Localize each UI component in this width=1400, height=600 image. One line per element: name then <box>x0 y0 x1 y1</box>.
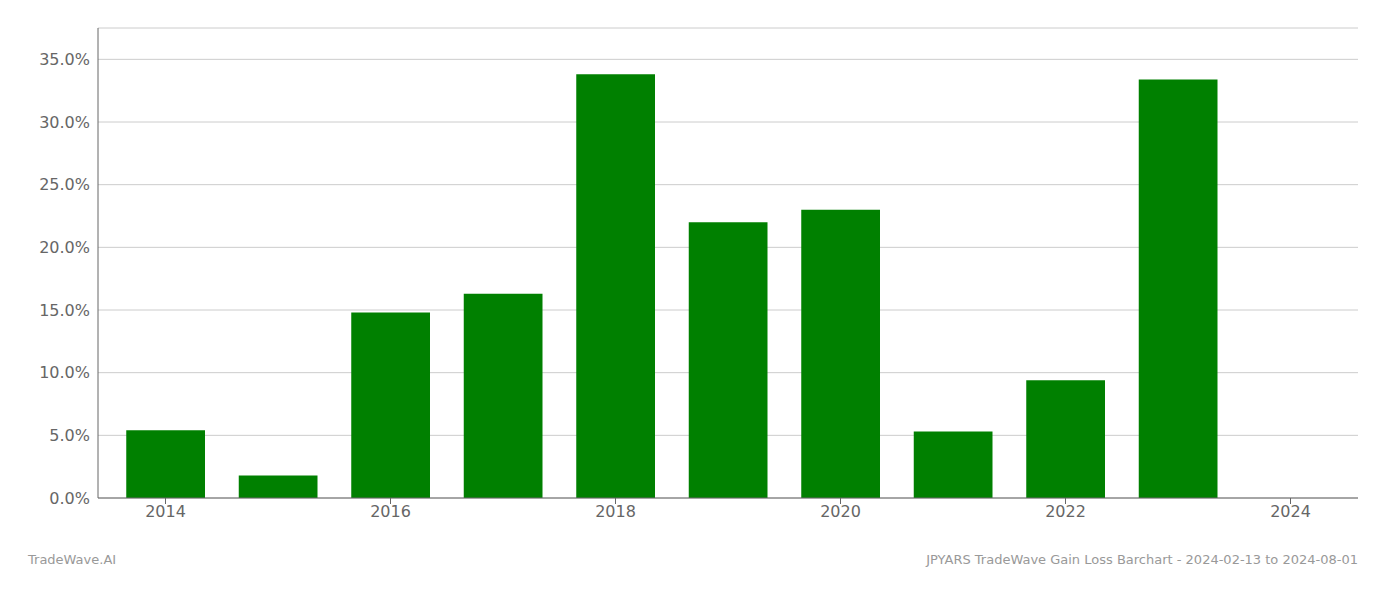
svg-text:5.0%: 5.0% <box>49 426 90 445</box>
svg-text:2014: 2014 <box>145 502 186 521</box>
svg-text:2024: 2024 <box>1270 502 1311 521</box>
svg-text:2022: 2022 <box>1045 502 1086 521</box>
svg-text:20.0%: 20.0% <box>39 238 90 257</box>
html-text:JPYARS TradeWave Gain Loss Bar: JPYARS TradeWave Gain Loss Barchart - 20… <box>926 552 1358 567</box>
svg-text:15.0%: 15.0% <box>39 301 90 320</box>
svg-text:35.0%: 35.0% <box>39 50 90 69</box>
svg-text:0.0%: 0.0% <box>49 489 90 508</box>
svg-text:10.0%: 10.0% <box>39 363 90 382</box>
svg-text:2016: 2016 <box>370 502 411 521</box>
svg-text:25.0%: 25.0% <box>39 175 90 194</box>
svg-text:30.0%: 30.0% <box>39 113 90 132</box>
html-text:TradeWave.AI: TradeWave.AI <box>28 552 117 567</box>
svg-text:2018: 2018 <box>595 502 636 521</box>
svg-text:2020: 2020 <box>820 502 861 521</box>
